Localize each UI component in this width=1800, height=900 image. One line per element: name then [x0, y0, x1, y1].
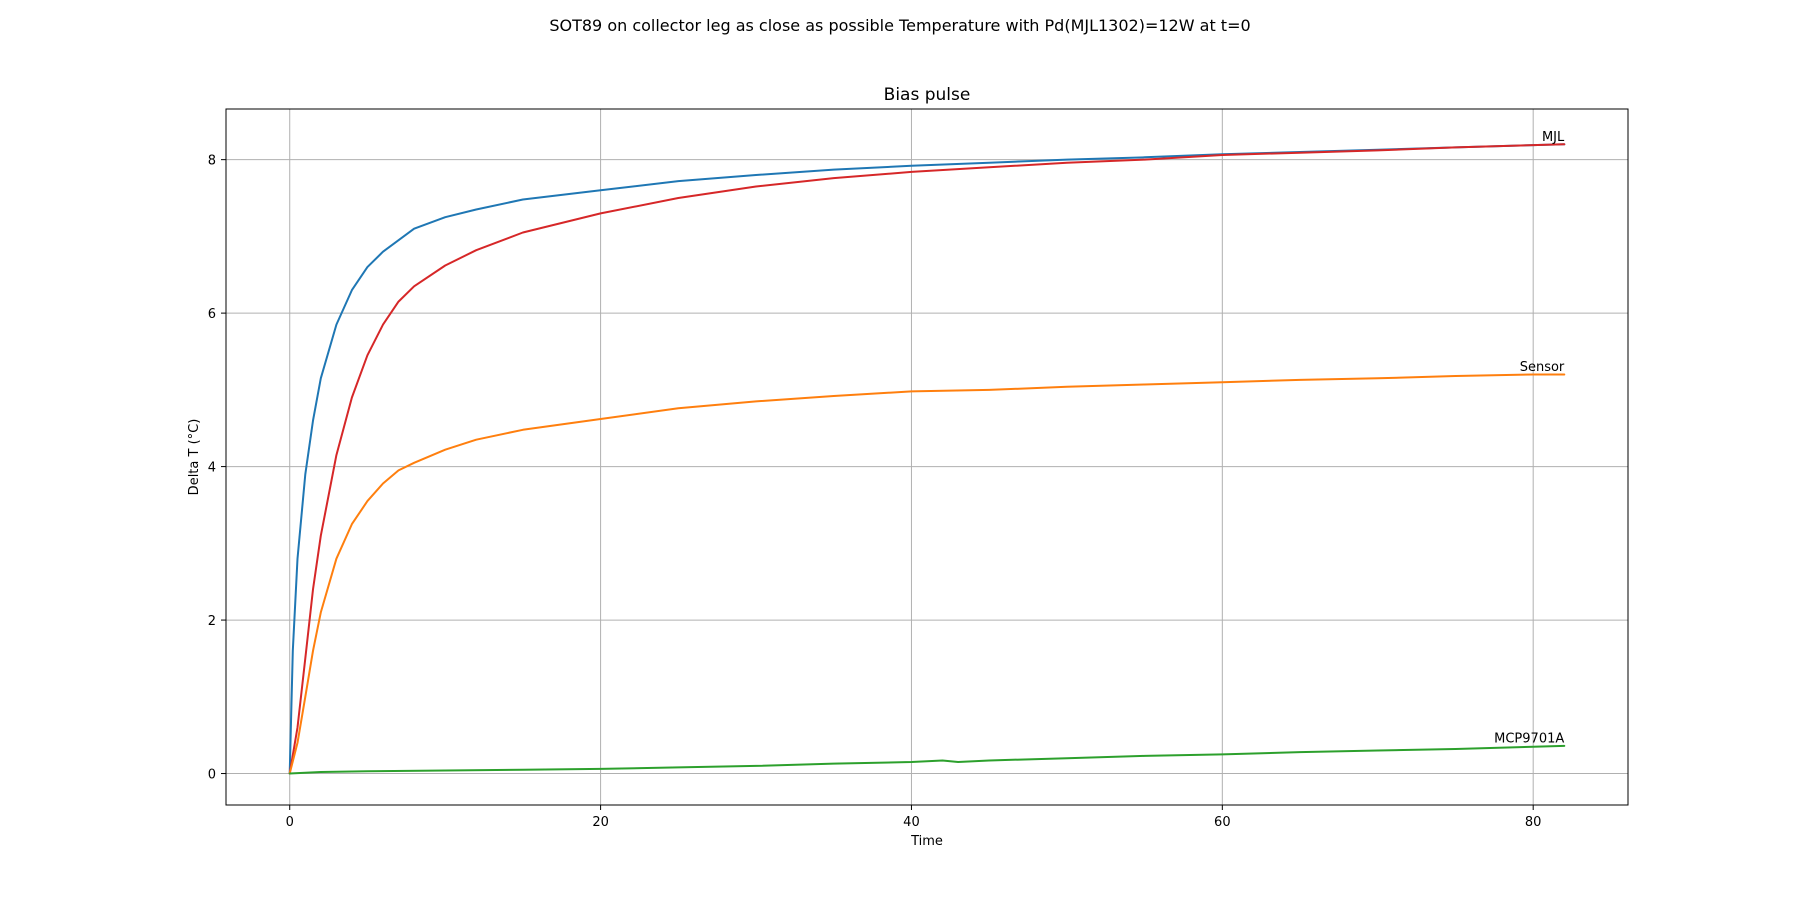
- plot-area-frame: [225, 108, 1629, 806]
- figure-suptitle: SOT89 on collector leg as close as possi…: [549, 16, 1250, 35]
- series-line-0: [288, 143, 1566, 775]
- x-axis-label: Time: [910, 834, 943, 849]
- series-annotations: MJL Sensor MCP9701A: [1494, 130, 1565, 747]
- y-tick-label: 4: [208, 461, 216, 476]
- annotation-label: MJL: [1542, 130, 1565, 145]
- x-tick-label: 20: [592, 815, 609, 830]
- y-axis-label: Delta T (°C): [187, 419, 202, 496]
- x-tick-label: 80: [1525, 815, 1542, 830]
- chart-title: Bias pulse: [884, 85, 971, 105]
- series-line-3: [288, 744, 1566, 775]
- series-line-2: [288, 373, 1566, 775]
- x-tick-label: 40: [903, 815, 920, 830]
- y-tick-label: 8: [208, 154, 216, 169]
- annotation-label: Sensor: [1520, 360, 1565, 375]
- y-tick-label: 0: [208, 768, 216, 783]
- annotation-label: MCP9701A: [1494, 731, 1564, 746]
- x-tick-label: 60: [1214, 815, 1231, 830]
- series-lines: [288, 143, 1566, 775]
- grid: [226, 109, 1628, 805]
- x-tick-label: 0: [286, 815, 294, 830]
- y-tick-label: 2: [208, 614, 216, 629]
- series-line-1: [288, 143, 1566, 775]
- y-tick-label: 6: [208, 307, 216, 322]
- axis-ticks: 0 20 40 60 80 0 2 4 6 8: [208, 154, 1542, 830]
